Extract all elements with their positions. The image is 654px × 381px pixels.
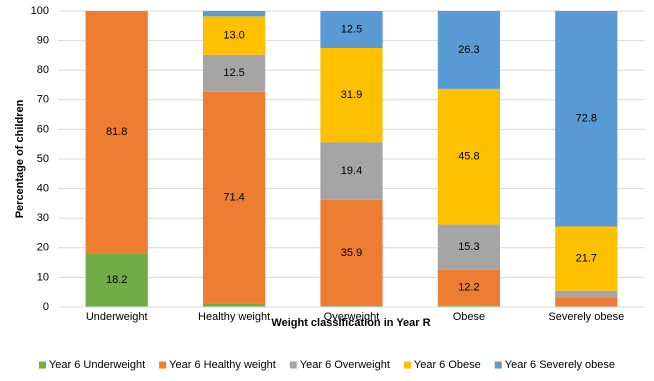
data-label: 13.0: [223, 29, 244, 41]
bar-segment: [555, 290, 618, 298]
data-label: 35.9: [341, 247, 362, 259]
data-label: 18.2: [106, 274, 127, 286]
legend-label: Year 6 Underweight: [49, 359, 145, 371]
x-tick-label: Obese: [453, 311, 485, 323]
y-tick-label: 60: [37, 123, 49, 135]
bar-segment: [437, 305, 501, 307]
bar-segment: [555, 11, 618, 227]
bar-segment: [555, 297, 618, 307]
x-tick-label: Overweight: [324, 311, 380, 323]
data-label: 81.8: [106, 126, 127, 138]
y-tick-label: 30: [37, 212, 49, 224]
bar-segment: [555, 226, 618, 291]
bar-segment: [437, 88, 501, 225]
bar-segment: [437, 11, 501, 89]
bar-segment: [202, 91, 266, 304]
data-label: 31.9: [341, 89, 362, 101]
data-label: 12.2: [458, 282, 479, 294]
y-tick-label: 10: [37, 271, 49, 283]
bar-segment: [202, 11, 266, 17]
y-tick-label: 20: [37, 242, 49, 254]
x-tick-label: Severely obese: [548, 311, 624, 323]
legend-label: Year 6 Healthy weight: [169, 359, 276, 371]
y-tick-label: 80: [37, 64, 49, 76]
legend-marker: [38, 361, 46, 369]
y-tick-label: 0: [43, 301, 49, 313]
y-tick-label: 100: [31, 5, 49, 17]
x-tick-label: Underweight: [86, 311, 148, 323]
bar-segment: [202, 303, 266, 307]
data-label: 72.8: [576, 113, 597, 125]
data-label: 21.7: [576, 253, 597, 265]
x-tick-label: Healthy weight: [198, 311, 270, 323]
y-tick-label: 70: [37, 94, 49, 106]
y-tick-label: 90: [37, 35, 49, 47]
data-label: 45.8: [458, 151, 479, 163]
data-label: 19.4: [341, 165, 362, 177]
data-label: 71.4: [223, 191, 244, 203]
legend-marker: [494, 361, 502, 369]
legend-label: Year 6 Severely obese: [505, 359, 615, 371]
data-label: 12.5: [341, 23, 362, 35]
data-label: 12.5: [223, 67, 244, 79]
bar-segment: [320, 199, 383, 307]
bar-segment: [202, 16, 266, 55]
y-tick-label: 40: [37, 183, 49, 195]
bar-segment: [85, 11, 148, 254]
legend-marker: [289, 361, 297, 369]
bar-segment: [437, 269, 501, 306]
bar-segment: [320, 11, 383, 48]
y-axis-title: Percentage of children: [14, 99, 26, 218]
legend-label: Year 6 Obese: [414, 359, 481, 371]
bar-segment: [320, 142, 383, 200]
legend-label: Year 6 Overweight: [300, 359, 390, 371]
bar-segment: [202, 54, 266, 92]
legend-marker: [403, 361, 411, 369]
bar-segment: [437, 224, 501, 270]
legend-marker: [159, 361, 167, 369]
bar-segment: [85, 253, 148, 307]
y-tick-label: 50: [37, 153, 49, 165]
data-label: 15.3: [458, 241, 479, 253]
bar-segment: [320, 48, 383, 143]
x-axis-title: Weight classification in Year R: [271, 317, 430, 329]
data-label: 26.3: [458, 44, 479, 56]
